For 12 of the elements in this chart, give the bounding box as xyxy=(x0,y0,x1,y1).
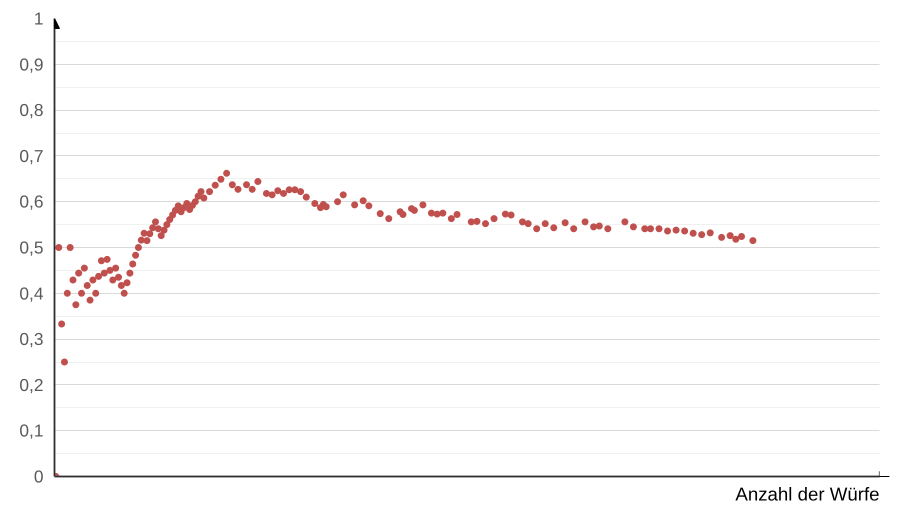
y-tick-label: 0,9 xyxy=(19,54,44,74)
y-tick-label: 0,2 xyxy=(19,374,44,395)
y-tick-label: 0,6 xyxy=(19,192,44,212)
y-tick-label: 1 xyxy=(34,8,44,28)
y-tick-label: 0,8 xyxy=(19,100,44,120)
y-tick-label: 0,1 xyxy=(19,420,44,441)
y-tick-label: 0,4 xyxy=(19,283,44,304)
x-axis-title: Anzahl der Würfe xyxy=(735,484,880,504)
y-tick-label: 0,5 xyxy=(19,238,44,258)
y-tick-label: 0 xyxy=(34,466,44,486)
y-tick-label: 0,7 xyxy=(19,146,44,166)
y-tick-label: 0,3 xyxy=(19,329,44,350)
